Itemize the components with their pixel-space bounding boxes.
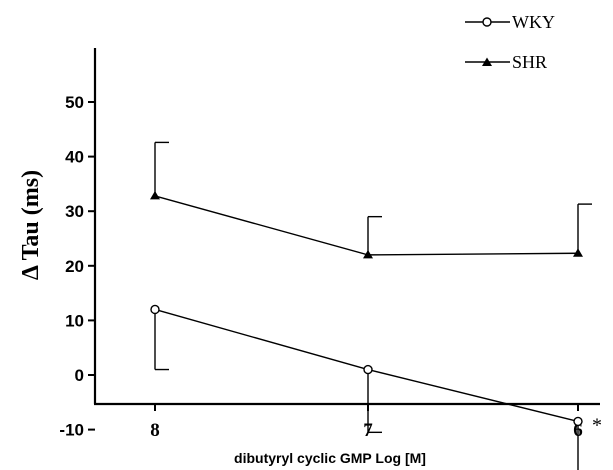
- y-tick-label: -10: [59, 421, 84, 440]
- series-line: [154, 195, 579, 256]
- legend-shr-marker: [482, 57, 492, 66]
- x-axis-label: dibutyryl cyclic GMP Log [M]: [234, 450, 426, 466]
- legend: WKY SHR: [465, 12, 555, 72]
- data-point: [150, 304, 160, 315]
- data-point: [150, 190, 160, 200]
- legend-item-shr: SHR: [465, 52, 547, 72]
- y-ticks: 50 40 30 20 10 0 -10: [59, 93, 95, 440]
- series-wky: [150, 304, 583, 470]
- data-point: [573, 248, 583, 257]
- legend-wky-marker: [482, 17, 492, 27]
- y-tick-label: 20: [65, 257, 84, 276]
- legend-item-wky: WKY: [465, 12, 555, 32]
- x-ticks: 876: [150, 404, 583, 441]
- series-layer: [150, 141, 592, 470]
- y-tick-label: 0: [75, 366, 84, 385]
- legend-shr-label: SHR: [512, 52, 547, 72]
- x-tick-label: 8: [150, 420, 160, 441]
- y-tick-label: 30: [65, 202, 84, 221]
- legend-wky-label: WKY: [512, 12, 555, 32]
- data-point: [573, 416, 583, 427]
- y-axis-label: Δ Tau (ms): [18, 170, 44, 280]
- y-tick-label: 40: [65, 148, 84, 167]
- significance-annotation: *: [592, 414, 602, 436]
- y-tick-label: 10: [65, 311, 84, 330]
- series-shr: [150, 141, 592, 259]
- data-point: [363, 364, 373, 375]
- y-tick-label: 50: [65, 93, 84, 112]
- data-point: [363, 249, 373, 259]
